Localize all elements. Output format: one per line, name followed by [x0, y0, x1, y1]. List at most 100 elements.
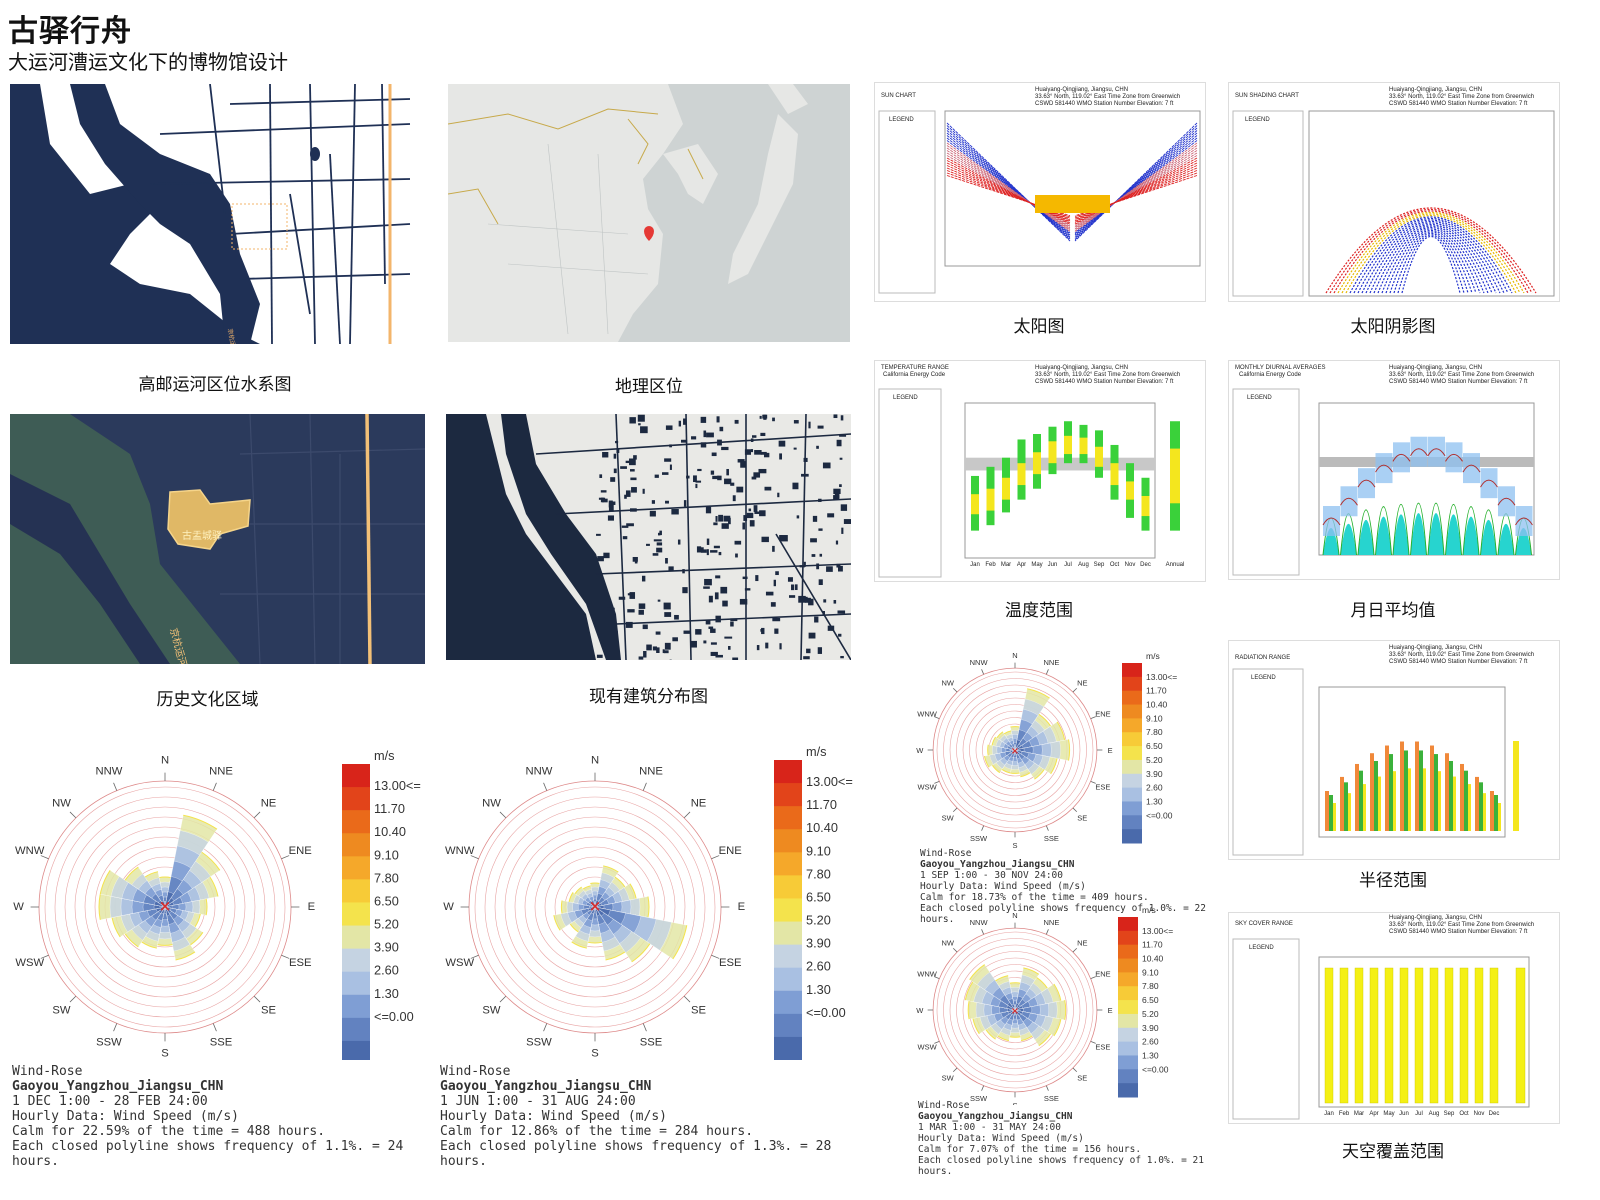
building-block	[712, 475, 719, 480]
diurnal-radiation	[1498, 523, 1514, 555]
diurnal-temp-line	[1515, 517, 1533, 526]
building-block	[629, 458, 636, 466]
building-block	[770, 602, 776, 607]
direction-label-wsw: WSW	[917, 1042, 937, 1051]
building-block	[610, 477, 616, 482]
calm-center-mark: ×	[159, 897, 172, 915]
rad-bar-diffuse	[1438, 771, 1441, 831]
direction-label-nne: NNE	[639, 766, 663, 778]
building-block	[801, 473, 809, 477]
sky-month-label: Mar	[1354, 1111, 1364, 1117]
direction-label-sw: SW	[942, 813, 955, 822]
building-block	[740, 461, 747, 468]
building-block	[656, 542, 663, 546]
wind-scale-label: 10.40	[806, 820, 838, 835]
rad-bar-diffuse	[1423, 768, 1426, 831]
building-block	[742, 576, 748, 580]
temp-month-label: Apr	[1017, 562, 1026, 568]
rad-source: CSWD 581440 WMO Station Number Elevation…	[1389, 659, 1528, 665]
building-block	[835, 540, 839, 545]
building-block	[715, 516, 718, 522]
building-block	[621, 525, 629, 528]
rad-bar-diffuse	[1333, 803, 1336, 831]
sun-path	[1074, 122, 1198, 242]
building-block	[682, 569, 685, 574]
building-block	[663, 602, 671, 610]
building-block	[755, 575, 759, 582]
rad-bar-direct	[1340, 776, 1344, 831]
direction-label-ne: NE	[1077, 679, 1087, 688]
diurnal-global	[1375, 506, 1392, 556]
wind-scale-label: 5.20	[1142, 1009, 1159, 1019]
building-block	[778, 440, 786, 447]
wr-summer-station: Gaoyou_Yangzhou_Jiangsu_CHN	[440, 1079, 652, 1094]
sun-path	[946, 130, 1071, 238]
direction-label-e: E	[1108, 746, 1113, 755]
direction-label-wsw: WSW	[445, 957, 474, 969]
building-block	[730, 621, 734, 627]
caption-sun-chart: 太阳图	[1013, 317, 1065, 337]
sky-month-label: Jun	[1399, 1111, 1409, 1117]
building-block	[706, 549, 709, 556]
diurnal-temp-band	[1428, 436, 1445, 467]
temp-mean-bar	[1048, 441, 1057, 464]
wr-summer-period: 1 JUN 1:00 - 31 AUG 24:00	[440, 1094, 636, 1109]
diurnal-global	[1427, 502, 1445, 556]
building-block	[836, 563, 841, 568]
building-block	[713, 545, 720, 549]
wr-autumn-data: Hourly Data: Wind Speed (m/s)	[920, 881, 1086, 892]
sun-path	[946, 167, 1071, 220]
temp-month-label: Aug	[1078, 562, 1089, 568]
wind-scale-swatch	[1118, 1027, 1138, 1043]
rose-petal	[1012, 746, 1016, 751]
direction-label-ssw: SSW	[970, 834, 988, 843]
shade-arc	[1369, 223, 1493, 294]
sun-shading-chart: SUN SHADING CHART Huaiyang-Qingjiang, Ji…	[1228, 82, 1560, 302]
building-block	[695, 629, 702, 635]
direction-label-s: S	[1012, 841, 1017, 850]
diurnal-legend: LEGEND	[1247, 395, 1272, 401]
building-block	[654, 474, 659, 478]
building-block	[624, 494, 627, 499]
wind-scale-swatch	[774, 944, 802, 969]
sky-bar	[1384, 967, 1394, 1104]
sun-path	[1074, 132, 1198, 237]
diurnal-radiation	[1463, 516, 1479, 555]
caption-sun-shading: 太阳阴影图	[1350, 317, 1436, 337]
wind-scale-label: 10.40	[1142, 954, 1164, 964]
rad-bar-direct	[1445, 753, 1449, 831]
building-block	[780, 535, 788, 542]
direction-label-se: SE	[1077, 813, 1087, 822]
sun-path	[1074, 165, 1198, 222]
building-block	[816, 563, 820, 570]
sun-path	[946, 145, 1071, 231]
building-block	[615, 630, 618, 634]
direction-label-sw: SW	[482, 1005, 501, 1017]
building-block	[822, 462, 831, 469]
rad-bar-global	[1359, 770, 1363, 831]
wind-scale-swatch	[1118, 1055, 1138, 1070]
direction-label-w: W	[13, 901, 24, 913]
building-block	[646, 644, 652, 651]
diurnal-temp-band	[1410, 436, 1428, 467]
building-block	[763, 452, 770, 458]
building-block	[808, 632, 816, 639]
building-block	[735, 553, 738, 558]
building-block	[717, 439, 722, 446]
building-block	[613, 453, 617, 459]
temp-mean-bar	[1126, 481, 1134, 500]
building-block	[823, 599, 827, 603]
wind-scale-label: 7.80	[1142, 981, 1159, 991]
shade-arc	[1341, 213, 1521, 294]
sky-month-label: Feb	[1339, 1111, 1350, 1117]
building-block	[827, 625, 835, 631]
wind-scale-swatch	[342, 810, 370, 834]
temp-title: TEMPERATURE RANGE	[881, 365, 949, 371]
building-block	[629, 417, 636, 424]
building-block	[826, 566, 833, 572]
building-block	[686, 475, 690, 479]
diurnal-radiation	[1393, 514, 1409, 555]
building-block	[822, 610, 825, 616]
building-block	[799, 565, 805, 568]
sky-month-label: Nov	[1474, 1111, 1485, 1117]
